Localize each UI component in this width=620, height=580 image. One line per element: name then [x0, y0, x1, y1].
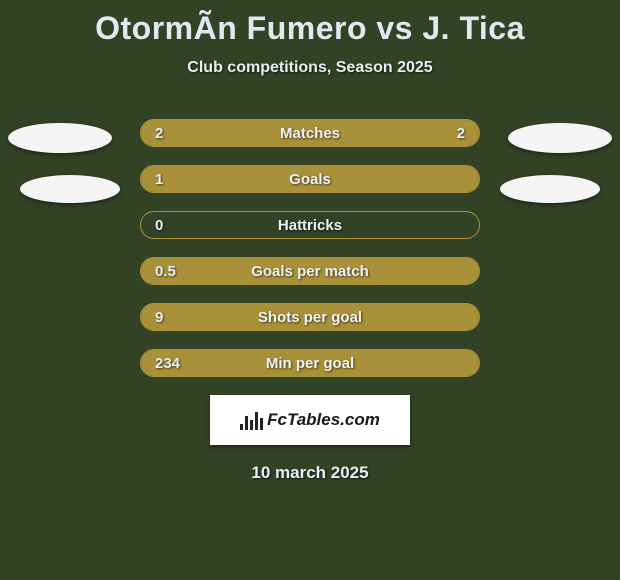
stat-label: Goals: [211, 171, 409, 188]
branding-badge: FcTables.com: [210, 395, 410, 445]
stat-label: Goals per match: [211, 263, 409, 280]
stat-value-left: 0.5: [141, 263, 211, 280]
stat-row: 0.5 Goals per match: [140, 257, 480, 285]
stat-rows: 2 Matches 2 1 Goals 0 Hattricks 0.5 Goal…: [140, 119, 480, 377]
player-right-photo-1: [508, 123, 612, 153]
stat-row: 1 Goals: [140, 165, 480, 193]
stat-row: 2 Matches 2: [140, 119, 480, 147]
page-title: OtormÃ­n Fumero vs J. Tica: [0, 0, 620, 47]
stat-row: 9 Shots per goal: [140, 303, 480, 331]
stat-value-left: 1: [141, 171, 211, 188]
player-left-photo-2: [20, 175, 120, 203]
player-left-photo-1: [8, 123, 112, 153]
stat-label: Shots per goal: [211, 309, 409, 326]
stat-row: 0 Hattricks: [140, 211, 480, 239]
stat-label: Matches: [211, 125, 409, 142]
stat-value-left: 234: [141, 355, 211, 372]
date-label: 10 march 2025: [0, 463, 620, 483]
stat-row: 234 Min per goal: [140, 349, 480, 377]
stat-label: Hattricks: [211, 217, 409, 234]
stat-value-left: 2: [141, 125, 211, 142]
player-right-photo-2: [500, 175, 600, 203]
branding-text: FcTables.com: [267, 410, 380, 430]
branding-bars-icon: [240, 410, 263, 430]
stat-value-left: 0: [141, 217, 211, 234]
branding-inner: FcTables.com: [240, 410, 380, 430]
stat-value-left: 9: [141, 309, 211, 326]
subtitle: Club competitions, Season 2025: [0, 59, 620, 77]
stats-area: 2 Matches 2 1 Goals 0 Hattricks 0.5 Goal…: [0, 119, 620, 483]
stat-label: Min per goal: [211, 355, 409, 372]
stat-value-right: 2: [409, 125, 479, 142]
